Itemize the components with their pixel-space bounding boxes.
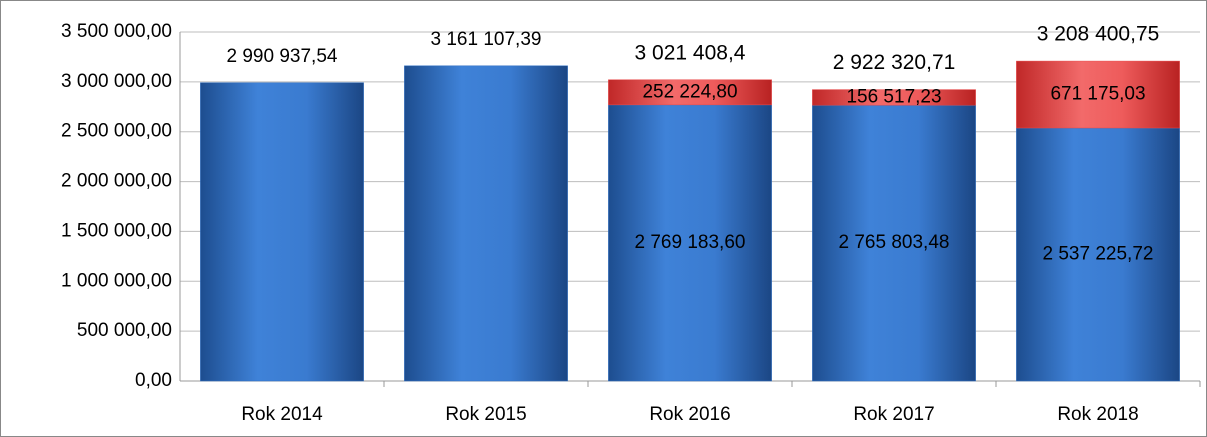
data-label: 671 175,03 (1050, 84, 1145, 105)
bar-segment (608, 79, 772, 106)
bar-segment (1016, 127, 1180, 382)
y-tick-label: 2 500 000,00 (61, 121, 172, 142)
bar-segment (1016, 60, 1180, 129)
bar-segment (404, 65, 568, 382)
x-tick-label: Rok 2016 (649, 404, 730, 425)
x-tick-label: Rok 2018 (1057, 404, 1138, 425)
y-tick-label: 1 500 000,00 (61, 220, 172, 241)
data-label: 2 537 225,72 (1043, 244, 1154, 265)
data-label: 252 224,80 (642, 81, 737, 102)
data-label: 156 517,23 (846, 86, 941, 107)
data-label: 2 769 183,60 (635, 232, 746, 253)
data-label: 3 161 107,39 (431, 29, 542, 50)
x-tick-label: Rok 2017 (853, 404, 934, 425)
bar-segment (812, 104, 976, 382)
data-label: 2 990 937,54 (227, 46, 338, 67)
y-tick-label: 0,00 (135, 370, 172, 391)
y-tick-label: 2 000 000,00 (61, 171, 172, 192)
x-tick-label: Rok 2015 (445, 404, 526, 425)
x-tick-label: Rok 2014 (241, 404, 323, 425)
y-tick-label: 1 000 000,00 (61, 270, 172, 291)
y-tick-label: 500 000,00 (77, 320, 172, 341)
bar-segment (608, 104, 772, 382)
data-label: 2 765 803,48 (839, 232, 950, 253)
bar-segment (200, 82, 364, 382)
y-tick-label: 3 000 000,00 (61, 71, 172, 92)
total-label: 2 922 320,71 (833, 51, 956, 74)
y-tick-label: 3 500 000,00 (61, 21, 172, 42)
bar-segment (812, 89, 976, 106)
total-label: 3 021 408,4 (635, 41, 746, 64)
total-label: 3 208 400,75 (1037, 23, 1160, 46)
